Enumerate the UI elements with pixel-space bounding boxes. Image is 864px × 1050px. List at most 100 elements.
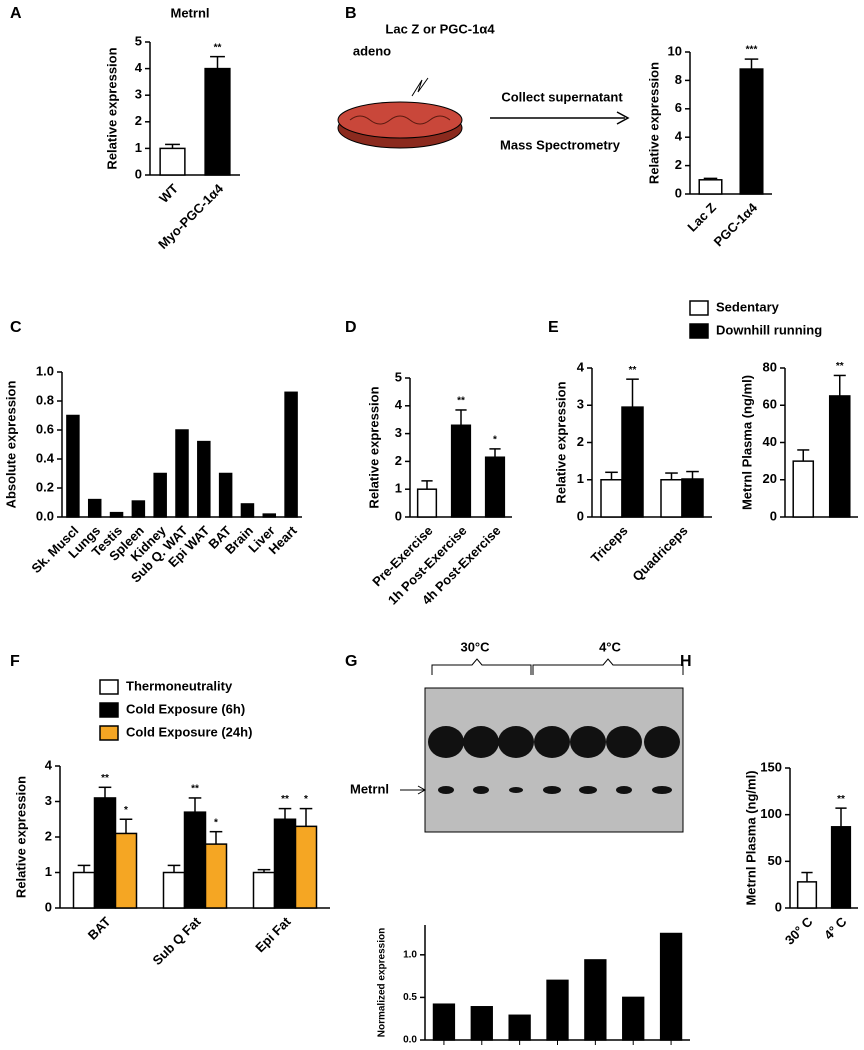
panel-letter: B [345, 5, 357, 22]
significance: *** [746, 45, 758, 56]
y-tick-label: 2 [45, 828, 52, 843]
y-tick-label: 0 [770, 508, 777, 523]
bar [600, 479, 623, 518]
lightning [411, 77, 429, 97]
bar [159, 147, 186, 176]
bar [294, 825, 318, 909]
y-tick-label: 1 [45, 864, 52, 879]
blot-label: Metrnl [350, 781, 389, 796]
bar [432, 1003, 456, 1041]
y-tick-label: 0.8 [36, 392, 54, 407]
panel-letter: C [10, 319, 22, 336]
x-tick-label: Triceps [588, 523, 631, 566]
significance: ** [281, 794, 289, 805]
bar [131, 500, 146, 518]
panel-letter: F [10, 653, 20, 670]
bar [175, 429, 189, 518]
x-tick-label: WT [156, 181, 181, 206]
bar [218, 472, 233, 518]
significance: ** [629, 365, 637, 376]
y-axis-label: Normalized expression [377, 928, 388, 1037]
y-tick-label: 3 [395, 425, 402, 440]
bar [109, 511, 124, 518]
diagram-text: Mass Spectrometry [500, 137, 621, 152]
bar [93, 797, 117, 909]
significance: ** [457, 396, 465, 407]
dish-top [337, 101, 463, 139]
significance: ** [214, 42, 222, 53]
y-tick-label: 3 [45, 793, 52, 808]
bar [660, 479, 683, 518]
y-tick-label: 10 [668, 43, 682, 58]
y-tick-label: 4 [45, 757, 53, 772]
significance: * [493, 435, 497, 446]
y-tick-label: 20 [763, 471, 777, 486]
y-axis-label: Relative expression [13, 776, 28, 898]
legend-swatch [99, 702, 119, 718]
x-tick-label: Lac Z [684, 200, 719, 235]
y-axis-label: Relative expression [553, 381, 568, 503]
bar [153, 472, 167, 518]
bar [470, 1006, 493, 1041]
bar [416, 488, 438, 518]
y-tick-label: 1.0 [403, 949, 417, 960]
bar [698, 179, 723, 195]
y-axis-label: Metrnl Plasma (ng/ml) [743, 770, 758, 905]
y-tick-label: 4 [675, 129, 683, 144]
panel-letter: H [680, 653, 692, 670]
legend-swatch [99, 679, 119, 695]
y-tick-label: 0 [577, 508, 584, 523]
y-tick-label: 2 [675, 157, 682, 172]
legend-swatch [689, 300, 709, 316]
y-tick-label: 0.2 [36, 479, 54, 494]
panel-letter: E [548, 319, 559, 336]
diagram-text: Collect supernatant [501, 89, 623, 104]
y-tick-label: 0 [675, 185, 682, 200]
y-tick-label: 2 [135, 113, 142, 128]
bar [830, 826, 852, 909]
significance: ** [836, 361, 844, 372]
bracket [431, 658, 684, 675]
y-axis-label: Relative expression [366, 386, 381, 508]
y-tick-label: 0.6 [36, 421, 54, 436]
panel-letter: G [345, 653, 357, 670]
y-tick-label: 1 [395, 481, 402, 496]
bar [197, 440, 211, 518]
y-tick-label: 0 [45, 899, 52, 914]
bar [87, 498, 102, 518]
significance: * [124, 805, 128, 816]
x-tick-label: Quadriceps [629, 523, 690, 584]
y-tick-label: 6 [675, 100, 682, 115]
y-tick-label: 0.4 [36, 450, 55, 465]
significance: * [304, 794, 308, 805]
significance: ** [837, 794, 845, 805]
bar [828, 395, 851, 518]
y-tick-label: 1 [577, 471, 584, 486]
y-tick-label: 80 [763, 359, 777, 374]
y-tick-label: 3 [577, 397, 584, 412]
significance: ** [101, 773, 109, 784]
y-tick-label: 100 [760, 806, 782, 821]
bar [204, 67, 231, 176]
legend-swatch [689, 323, 709, 339]
bar [284, 391, 298, 518]
bar [162, 871, 186, 909]
significance: ** [191, 784, 199, 795]
bar [622, 996, 645, 1041]
y-axis-label: Relative expression [104, 47, 119, 169]
arrow-head [616, 111, 630, 125]
y-tick-label: 1 [135, 140, 142, 155]
bar [621, 406, 644, 518]
y-axis-label: Relative expression [646, 62, 661, 184]
cells [349, 115, 451, 125]
x-tick-label: Sub Q Fat [150, 913, 204, 967]
y-tick-label: 0.0 [36, 508, 54, 523]
bar [66, 414, 80, 518]
y-tick-label: 4 [135, 60, 143, 75]
legend-swatch [99, 725, 119, 741]
legend-label: Thermoneutrality [126, 678, 233, 693]
y-tick-label: 4 [395, 397, 403, 412]
diagram-text: Lac Z or PGC-1α4 [385, 21, 495, 36]
blot-label: 30°C [460, 639, 490, 654]
panel-letter: A [10, 5, 22, 22]
